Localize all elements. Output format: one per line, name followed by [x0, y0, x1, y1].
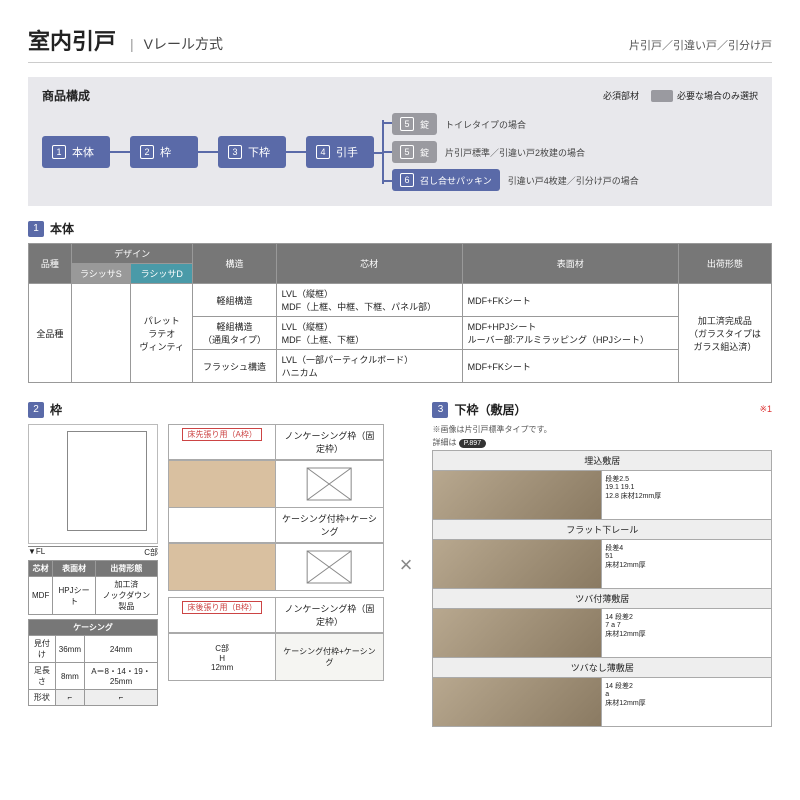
frame-grid-a: 床先張り用（A枠）ノンケーシング枠（固定枠） ケーシング付枠+ケーシング	[168, 424, 384, 591]
cell-zen: 全品種	[29, 284, 72, 383]
legend: 必須部材 必要な場合のみ選択	[577, 89, 758, 102]
frame-img-a2	[169, 544, 276, 590]
frame-grid-b: 床後張り用（B枠）ノンケーシング枠（固定枠） C部H12mm ケーシング付枠+ケ…	[168, 597, 384, 681]
sill-note-1: ※画像は片引戸標準タイプです。	[432, 424, 772, 435]
multiply-icon: ×	[394, 424, 419, 706]
frame-diag-a2	[276, 544, 382, 590]
section-1-title: 本体	[50, 220, 74, 237]
branch-1: 5錠	[392, 113, 437, 135]
mini-table-2: ケーシング 見付け36mm24mm 足長さ8mmA＝8・14・19・25mm 形…	[28, 619, 158, 706]
sill-item-4: ツバなし薄敷居14 段差2 a 床材12mm厚	[432, 657, 772, 727]
ref-mark: ※1	[759, 404, 772, 415]
section-1-num: 1	[28, 221, 44, 237]
section-1-head: 1 本体	[28, 220, 772, 237]
connector	[110, 151, 130, 153]
swatch-required	[577, 90, 599, 102]
sill-item-2: フラット下レール段差4 51 床材12mm厚	[432, 519, 772, 589]
section-2: 2枠 ▼FL C部 芯材表面材出荷形態 MDFHPJシート加工済 ノックダウン製…	[28, 391, 418, 726]
page-header: 室内引戸 | Vレール方式 片引戸／引違い戸／引分け戸	[28, 24, 772, 63]
branch-3: 6召し合せパッキン	[392, 169, 500, 191]
branch-2: 5錠	[392, 141, 437, 163]
flow-step-1: 1本体	[42, 136, 110, 168]
sill-item-1: 埋込敷居段差2.5 19.1 19.1 12.8 床材12mm厚	[432, 450, 772, 520]
frame-diag-a1	[276, 461, 382, 507]
cell-designs: パレット ラテオ ヴィンティ	[131, 284, 193, 383]
sill-note-2: 詳細は P.897	[432, 437, 772, 448]
legend-required: 必須部材	[603, 89, 639, 102]
branch-3-note: 引違い戸4枚建／引分け戸の場合	[508, 174, 639, 187]
flow-step-3: 3下枠	[218, 136, 286, 168]
spec-table-1: 品種 デザイン 構造 芯材 表面材 出荷形態 ラシッサSラシッサD 全品種 パレ…	[28, 243, 772, 383]
flow-step-2: 2枠	[130, 136, 198, 168]
composition-panel: 商品構成 必須部材 必要な場合のみ選択 1本体 2枠 3下枠 4引手 5錠トイレ…	[28, 77, 772, 206]
frame-diagram: ▼FL C部 芯材表面材出荷形態 MDFHPJシート加工済 ノックダウン製品 ケ…	[28, 424, 158, 706]
mini-table-1: 芯材表面材出荷形態 MDFHPJシート加工済 ノックダウン製品	[28, 560, 158, 615]
frame-img-a1	[169, 461, 276, 507]
branch-1-note: トイレタイプの場合	[445, 118, 526, 131]
section-3: 3下枠（敷居）※1 ※画像は片引戸標準タイプです。 詳細は P.897 埋込敷居…	[432, 391, 772, 726]
page-title: 室内引戸	[28, 24, 116, 56]
flow-step-4: 4引手	[306, 136, 374, 168]
flow: 1本体 2枠 3下枠 4引手 5錠トイレタイプの場合 5錠片引戸標準／引違い戸2…	[42, 112, 758, 192]
branch: 5錠トイレタイプの場合 5錠片引戸標準／引違い戸2枚建の場合 6召し合せパッキン…	[374, 112, 639, 192]
a-frame-label: 床先張り用（A枠）	[182, 428, 261, 441]
sill-item-3: ツバ付薄敷居14 段差2 7 a 7 床材12mm厚	[432, 588, 772, 658]
legend-optional: 必要な場合のみ選択	[677, 89, 758, 102]
page-tags: 片引戸／引違い戸／引分け戸	[629, 37, 772, 53]
b-frame-label: 床後張り用（B枠）	[182, 601, 261, 614]
composition-label: 商品構成	[42, 87, 577, 104]
page-subtitle: Vレール方式	[144, 34, 629, 54]
swatch-optional	[651, 90, 673, 102]
title-divider: |	[130, 36, 134, 52]
branch-2-note: 片引戸標準／引違い戸2枚建の場合	[445, 146, 585, 159]
